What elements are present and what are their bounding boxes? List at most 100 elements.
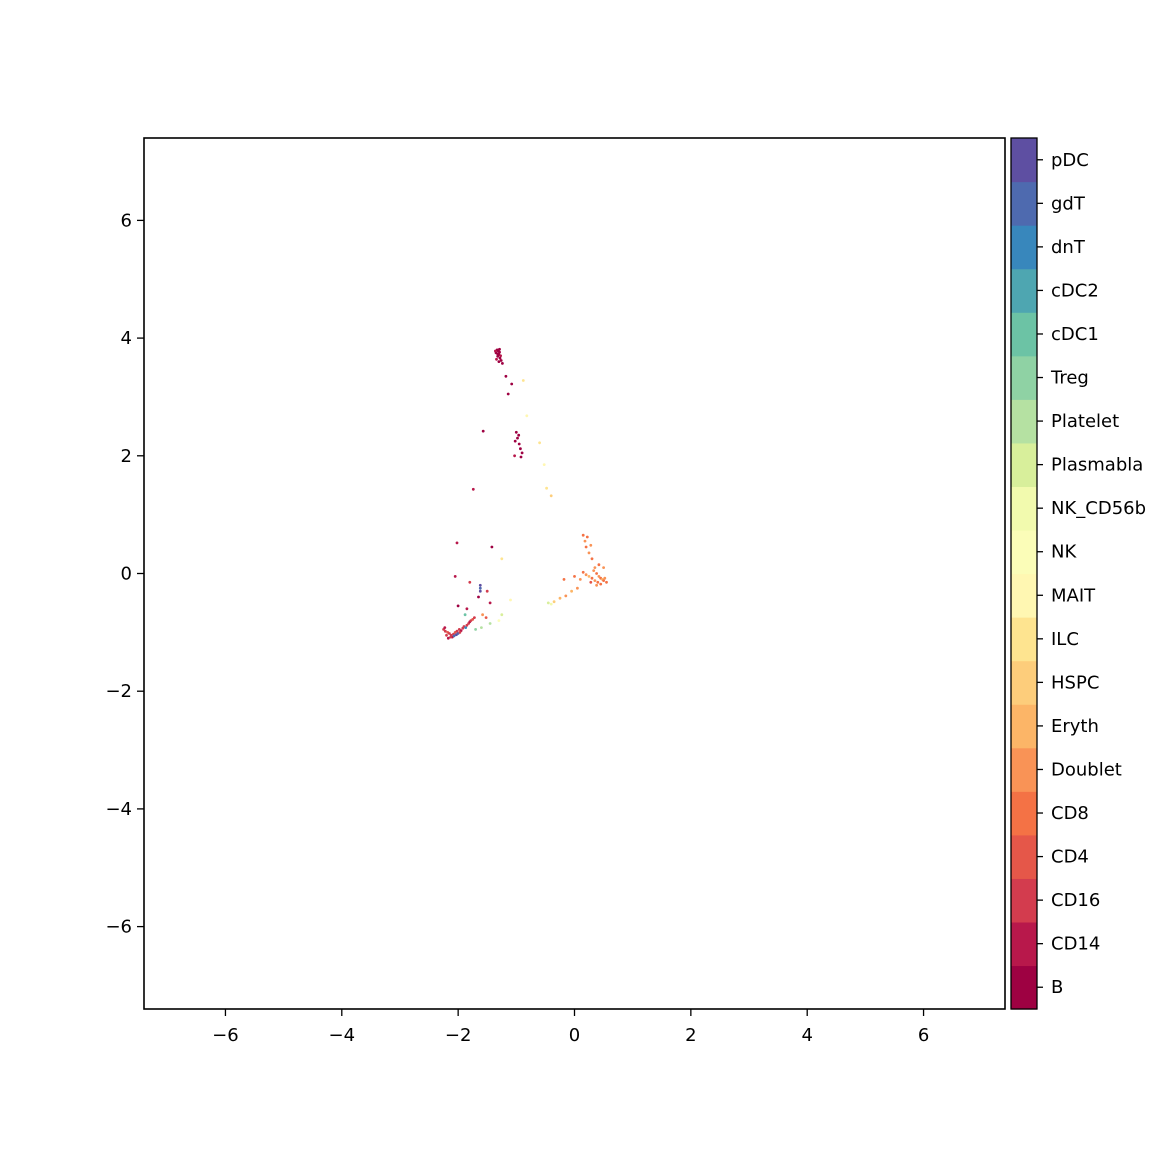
scatter-point [497, 360, 501, 363]
x-tick-label: −6 [212, 1025, 239, 1046]
scatter-point [592, 569, 596, 572]
y-tick-label: −4 [105, 799, 132, 820]
scatter-point [552, 600, 556, 604]
scatter-point [480, 626, 483, 629]
colorbar-segment [1011, 747, 1037, 792]
scatter-point [549, 494, 553, 498]
colorbar-label: B [1051, 977, 1063, 998]
colorbar-label: cDC1 [1051, 324, 1099, 345]
scatter-point [603, 576, 607, 580]
colorbar-label: pDC [1051, 150, 1089, 171]
x-tick-label: −2 [445, 1025, 472, 1046]
colorbar-label: gdT [1051, 193, 1086, 214]
scatter-point [455, 629, 459, 633]
colorbar-segment [1011, 660, 1037, 705]
scatter-point [562, 578, 566, 581]
scatter-point [576, 586, 579, 590]
scatter-point [542, 463, 546, 466]
scatter-point [464, 626, 468, 629]
scatter-point [599, 582, 603, 586]
scatter-point [443, 629, 447, 633]
colorbar-label: CD16 [1051, 890, 1100, 911]
colorbar-label: CD14 [1051, 934, 1100, 955]
scatter-point [474, 628, 477, 631]
y-tick-label: 2 [121, 446, 132, 467]
scatter-point [546, 601, 550, 605]
scatter-point [589, 580, 593, 584]
colorbar-label: ILC [1051, 629, 1079, 650]
scatter-point [499, 354, 502, 358]
colorbar-segment [1011, 704, 1037, 749]
scatter-point [501, 362, 504, 365]
scatter-point [521, 379, 525, 382]
scatter-point [517, 442, 521, 446]
scatter-point [463, 613, 467, 617]
colorbar-segment [1011, 399, 1037, 444]
scatter-point [602, 579, 605, 582]
scatter-point [445, 633, 448, 637]
scatter-point [448, 632, 451, 635]
colorbar-label: NK [1051, 542, 1077, 563]
y-tick-label: 0 [121, 564, 132, 585]
colorbar-segment [1011, 573, 1037, 618]
scatter-point [484, 616, 488, 619]
scatter-point [525, 414, 529, 418]
scatter-point [573, 575, 576, 578]
scatter-point [564, 594, 568, 598]
scatter-point [595, 583, 598, 587]
scatter-point [478, 583, 482, 587]
scatter-point [587, 551, 591, 555]
scatter-point [596, 580, 600, 584]
scatter-point [578, 578, 582, 581]
scatter-point [496, 352, 500, 356]
colorbar-label: Doublet [1051, 759, 1122, 780]
colorbar-segment [1011, 791, 1037, 836]
scatter-point [485, 589, 489, 593]
colorbar-label: dnT [1051, 237, 1086, 258]
scatter-point [478, 586, 482, 590]
scatter-point [471, 487, 475, 491]
scatter-point [496, 354, 500, 358]
scatter-point [605, 580, 608, 584]
colorbar-label: NK_CD56b [1051, 498, 1146, 519]
scatter-point [581, 533, 585, 537]
scatter-point [587, 575, 591, 578]
scatter-point [584, 545, 588, 549]
scatter-point [517, 433, 521, 437]
colorbar-segment [1011, 268, 1037, 313]
scatter-point [490, 545, 494, 549]
scatter-point [488, 622, 492, 625]
scatter-point [495, 357, 498, 361]
y-tick-label: −2 [105, 681, 132, 702]
colorbar-segment [1011, 965, 1037, 1010]
colorbar-label: cDC2 [1051, 280, 1099, 301]
scatter-point [443, 626, 447, 629]
colorbar-segment [1011, 529, 1037, 575]
x-axis-ticks: −6 −4 −2 0 2 4 6 [212, 1009, 929, 1046]
colorbar-segment [1011, 312, 1037, 357]
scatter-point [538, 441, 541, 445]
scatter-point [494, 349, 497, 353]
scatter-point [473, 616, 476, 619]
colorbar-label: MAIT [1051, 585, 1096, 606]
scatter-point [510, 382, 514, 386]
colorbar-label: CD8 [1051, 803, 1089, 824]
colorbar-segment [1011, 834, 1037, 879]
scatter-point [506, 392, 510, 396]
scatter-point [488, 601, 492, 605]
scatter-point [545, 486, 548, 490]
scatter-point [558, 596, 562, 600]
scatter-point [509, 598, 512, 602]
scatter-point [465, 607, 469, 611]
colorbar-segment [1011, 442, 1037, 487]
colorbar-label: Plasmabla [1051, 455, 1143, 476]
scatter-point [513, 439, 517, 443]
scatter-point [595, 572, 598, 575]
scatter-point [519, 447, 522, 451]
colorbar-label: Platelet [1051, 411, 1119, 432]
scatter-point [498, 350, 501, 354]
scatter-point [520, 451, 524, 455]
colorbar-segment [1011, 225, 1037, 270]
scatter-point [471, 618, 475, 621]
